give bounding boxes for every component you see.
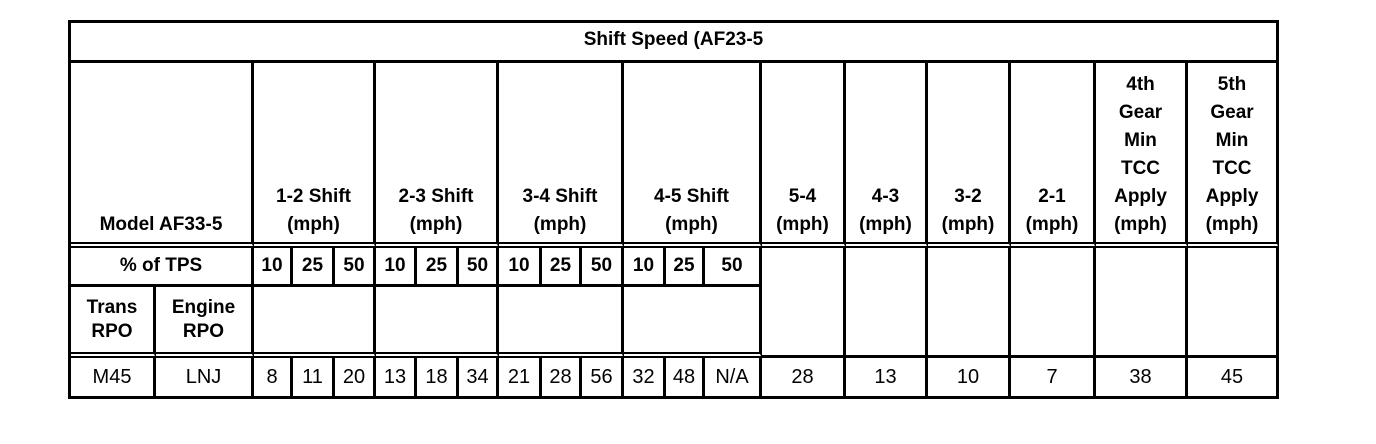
trans-rpo-value: M45	[71, 358, 156, 399]
blank-cell	[624, 287, 762, 358]
downshift-3-2-header: 3-2 (mph)	[928, 63, 1011, 248]
shift-value: 48	[666, 358, 705, 399]
shift-value: 56	[582, 358, 624, 399]
tps-cell: 10	[499, 248, 542, 287]
blank-cell	[499, 287, 624, 358]
group-1-2-header: 1-2 Shift (mph)	[254, 63, 376, 248]
downshift-5-4-header: 5-4 (mph)	[762, 63, 846, 248]
downshift-4-3-header: 4-3 (mph)	[846, 63, 928, 248]
tps-cell: 25	[417, 248, 459, 287]
shift-value: 21	[499, 358, 542, 399]
downshift-value: 10	[928, 358, 1011, 399]
blank-cell	[1188, 248, 1279, 358]
tps-cell: 10	[624, 248, 666, 287]
tps-cell: 25	[666, 248, 705, 287]
engine-rpo-value: LNJ	[156, 358, 254, 399]
downshift-2-1-header: 2-1 (mph)	[1011, 63, 1096, 248]
shift-value: 28	[542, 358, 582, 399]
tcc-4th-header: 4th Gear Min TCC Apply (mph)	[1096, 63, 1188, 248]
tps-cell: 25	[542, 248, 582, 287]
engine-rpo-header: Engine RPO	[156, 287, 254, 358]
tps-cell: 10	[254, 248, 293, 287]
group-4-5-header: 4-5 Shift (mph)	[624, 63, 762, 248]
shift-value: 20	[335, 358, 376, 399]
tps-cell: 50	[705, 248, 762, 287]
shift-value: 8	[254, 358, 293, 399]
shift-value: 34	[459, 358, 499, 399]
tcc-value: 45	[1188, 358, 1279, 399]
downshift-value: 28	[762, 358, 846, 399]
blank-cell	[1011, 248, 1096, 358]
tps-cell: 25	[293, 248, 335, 287]
tps-cell: 10	[376, 248, 417, 287]
blank-cell	[846, 248, 928, 358]
blank-cell	[376, 287, 499, 358]
shift-value: 18	[417, 358, 459, 399]
blank-cell	[254, 287, 376, 358]
blank-cell	[1096, 248, 1188, 358]
table-title: Shift Speed (AF23-5	[71, 23, 1279, 63]
blank-cell	[928, 248, 1011, 358]
tcc-value: 38	[1096, 358, 1188, 399]
downshift-value: 13	[846, 358, 928, 399]
tps-cell: 50	[582, 248, 624, 287]
tcc-5th-header: 5th Gear Min TCC Apply (mph)	[1188, 63, 1279, 248]
model-header: Model AF33-5	[71, 63, 254, 248]
shift-value: 13	[376, 358, 417, 399]
trans-rpo-header: Trans RPO	[71, 287, 156, 358]
group-3-4-header: 3-4 Shift (mph)	[499, 63, 624, 248]
tps-cell: 50	[335, 248, 376, 287]
shift-speed-table: Shift Speed (AF23-5 Model AF33-5 1-2 Shi…	[68, 20, 1279, 399]
shift-value: 32	[624, 358, 666, 399]
shift-value: 11	[293, 358, 335, 399]
blank-cell	[762, 248, 846, 358]
tps-cell: 50	[459, 248, 499, 287]
tps-label: % of TPS	[71, 248, 254, 287]
downshift-value: 7	[1011, 358, 1096, 399]
group-2-3-header: 2-3 Shift (mph)	[376, 63, 499, 248]
shift-value: N/A	[705, 358, 762, 399]
